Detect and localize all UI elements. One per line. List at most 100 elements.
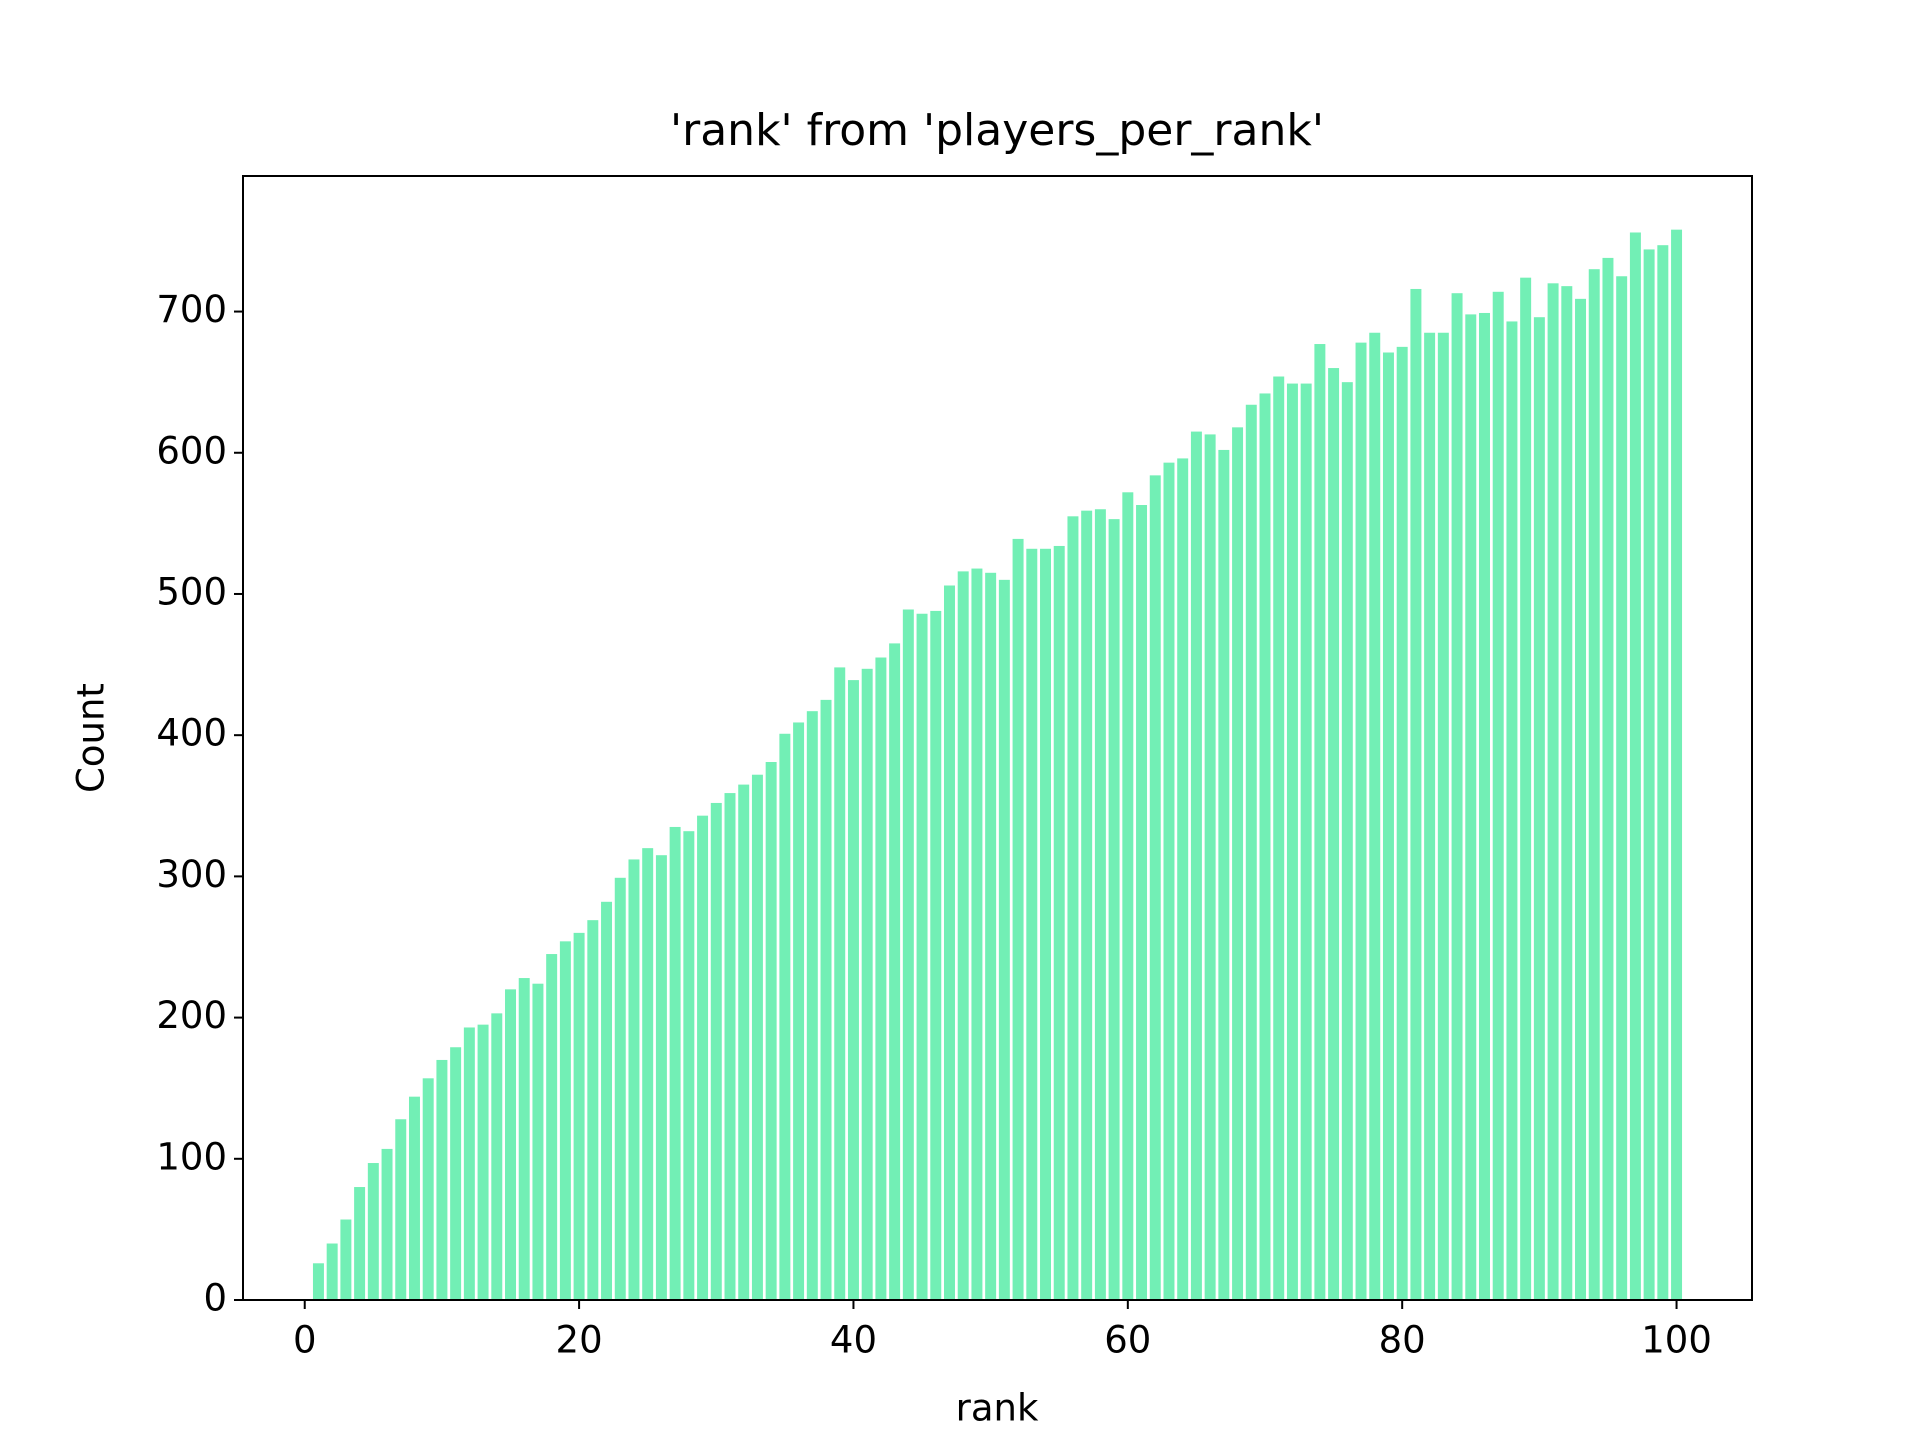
bar	[971, 568, 983, 1300]
x-tick-label: 100	[1641, 1319, 1712, 1362]
bar	[697, 815, 709, 1300]
bar	[765, 762, 777, 1300]
bar	[1396, 346, 1408, 1301]
x-tick-label: 60	[1104, 1319, 1151, 1362]
bar	[450, 1047, 462, 1300]
bar	[779, 733, 791, 1300]
bar	[1067, 516, 1079, 1300]
bar	[1012, 538, 1024, 1300]
bar	[1259, 393, 1271, 1300]
y-tick-label: 300	[156, 853, 227, 896]
x-tick-label: 20	[556, 1319, 603, 1362]
bar	[1300, 383, 1312, 1300]
bar	[998, 579, 1010, 1300]
bar	[1328, 368, 1340, 1301]
bar	[1026, 548, 1038, 1300]
bar	[642, 848, 654, 1300]
bar	[916, 613, 928, 1300]
bar	[587, 920, 599, 1300]
bar	[1643, 249, 1655, 1301]
bar	[491, 1013, 503, 1300]
y-tick-label: 200	[156, 994, 227, 1037]
bar	[1547, 283, 1559, 1300]
bar	[1561, 286, 1573, 1300]
bar	[1204, 434, 1216, 1300]
bar	[1094, 509, 1106, 1301]
bar	[1040, 548, 1052, 1300]
x-axis-label: rank	[956, 1387, 1039, 1430]
bar	[505, 989, 516, 1300]
bar	[546, 954, 558, 1300]
y-tick-label: 700	[156, 288, 227, 331]
bar	[340, 1219, 352, 1300]
bar	[943, 585, 955, 1300]
y-axis-label: Count	[70, 683, 113, 793]
bar	[518, 978, 530, 1300]
bar	[1136, 505, 1148, 1301]
bar	[1657, 245, 1669, 1301]
bar	[738, 784, 750, 1300]
bar	[1053, 545, 1065, 1300]
bar	[1533, 317, 1545, 1300]
bar	[1218, 449, 1230, 1300]
bar	[436, 1059, 448, 1300]
bar	[408, 1096, 420, 1300]
bar	[930, 610, 942, 1300]
bar	[1273, 376, 1285, 1300]
bar	[628, 859, 640, 1300]
bar	[724, 793, 736, 1300]
bar	[1355, 342, 1367, 1300]
y-tick-label: 400	[156, 712, 227, 755]
plot-frame	[242, 175, 1753, 1301]
x-tick-label: 40	[830, 1319, 877, 1362]
bar	[985, 572, 997, 1300]
bar	[861, 668, 873, 1300]
bar	[354, 1187, 366, 1300]
bar	[1492, 291, 1504, 1300]
bar	[367, 1163, 379, 1300]
x-tick-label: 0	[293, 1319, 317, 1362]
bar	[422, 1078, 434, 1300]
bar	[655, 855, 667, 1300]
bar	[1245, 404, 1257, 1300]
y-tick-label: 0	[203, 1277, 227, 1320]
bar	[1588, 269, 1600, 1300]
bar	[395, 1119, 407, 1300]
y-tick-label: 500	[156, 570, 227, 613]
x-tick-label: 80	[1379, 1319, 1426, 1362]
bar	[1149, 475, 1161, 1300]
bar	[902, 609, 914, 1300]
bar	[834, 667, 846, 1300]
bar	[889, 643, 901, 1300]
bar	[793, 722, 805, 1300]
bar	[326, 1243, 338, 1300]
bar	[1424, 332, 1436, 1300]
y-tick-label: 600	[156, 429, 227, 472]
chart-title: 'rank' from 'players_per_rank'	[670, 105, 1324, 156]
bar	[559, 941, 571, 1300]
bar	[875, 657, 887, 1300]
bar	[381, 1148, 393, 1300]
bar	[1616, 276, 1628, 1300]
bar	[1163, 462, 1175, 1300]
bar	[573, 932, 585, 1300]
bar	[1177, 458, 1189, 1300]
bar	[1410, 288, 1422, 1300]
bar	[710, 802, 722, 1300]
bar	[751, 774, 763, 1300]
bar	[1122, 492, 1134, 1300]
bar	[806, 711, 818, 1300]
bar	[1451, 293, 1463, 1300]
bar	[1520, 277, 1532, 1300]
bar	[957, 571, 969, 1300]
bar	[1382, 352, 1394, 1300]
bar	[1671, 229, 1683, 1300]
bar	[1081, 510, 1093, 1300]
bar	[847, 680, 859, 1300]
bar	[1341, 382, 1353, 1301]
bar	[1369, 332, 1381, 1300]
bar	[614, 877, 626, 1300]
bar	[1506, 321, 1518, 1300]
